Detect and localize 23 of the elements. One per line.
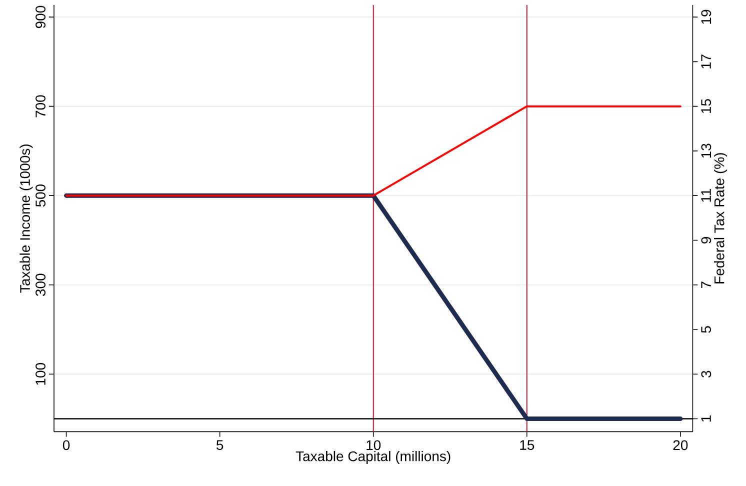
x-tick-label: 15 — [520, 440, 534, 450]
y2-axis-title: Federal Tax Rate (%) — [714, 153, 728, 284]
y-tick-label: 300 — [36, 274, 46, 296]
x-tick-label: 0 — [62, 440, 70, 450]
y-tick-label: 700 — [36, 95, 46, 118]
y2-tick-label: 7 — [701, 282, 711, 288]
y-tick-label: 100 — [36, 363, 46, 385]
y2-tick-label: 5 — [701, 326, 711, 333]
y-tick-label: 500 — [36, 184, 46, 207]
x-tick-label: 5 — [216, 440, 224, 450]
y2-tick-label: 9 — [701, 236, 712, 244]
y2-tick-label: 13 — [701, 144, 712, 158]
x-axis-title: Taxable Capital (millions) — [296, 450, 450, 464]
y-tick-label: 900 — [36, 6, 46, 28]
y-axis-title: Taxable Income (1000s) — [20, 144, 33, 293]
y2-tick-label: 3 — [701, 370, 712, 378]
x-tick-label: 20 — [673, 440, 688, 450]
x-tick-label: 10 — [366, 440, 381, 450]
y2-tick-label: 15 — [701, 99, 711, 114]
y2-tick-label: 11 — [701, 188, 711, 202]
y2-tick-label: 17 — [701, 54, 711, 68]
y2-tick-label: 19 — [701, 10, 712, 24]
y2-tick-label: 1 — [701, 416, 711, 422]
